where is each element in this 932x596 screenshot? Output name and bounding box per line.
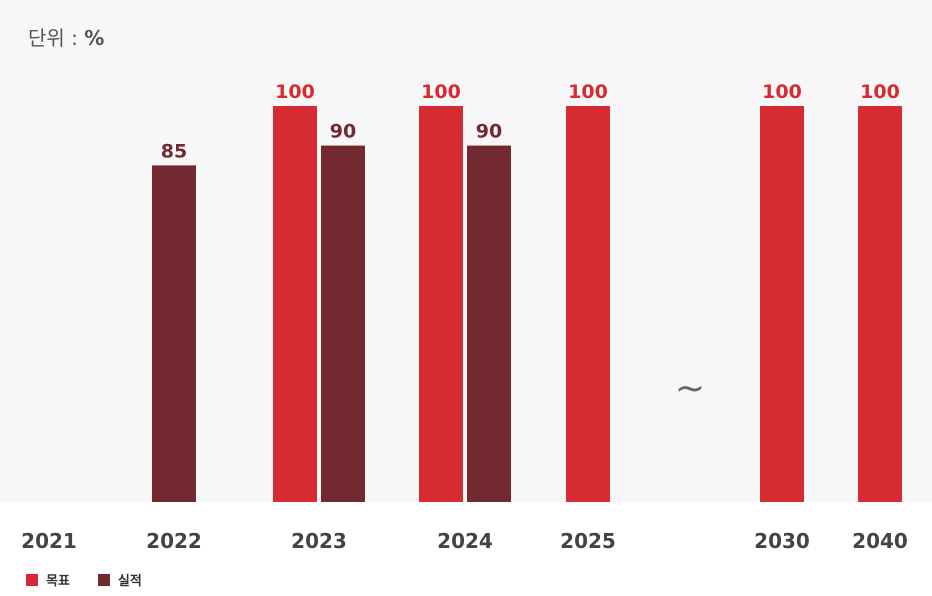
- bar-target-2025: [566, 106, 610, 502]
- unit-value: %: [84, 26, 105, 50]
- value-label-actual-2024: 90: [476, 121, 502, 143]
- value-labels-group: 85 100 90 100 90 100 100 100: [161, 81, 900, 162]
- legend-item-target: 목표: [26, 570, 70, 589]
- x-tick-label-2030: 2030: [754, 529, 810, 553]
- x-tick-label-2025: 2025: [560, 529, 616, 553]
- x-tick-label-2023: 2023: [291, 529, 347, 553]
- legend: 목표 실적: [26, 570, 142, 589]
- value-label-actual-2022: 85: [161, 140, 187, 162]
- bar-target-2040: [858, 106, 902, 502]
- value-label-target-2025: 100: [568, 81, 608, 103]
- x-tick-label-2040: 2040: [852, 529, 908, 553]
- unit-prefix: 단위 :: [28, 26, 78, 50]
- x-tick-label-2024: 2024: [437, 529, 493, 553]
- legend-label-actual: 실적: [117, 574, 142, 589]
- value-label-target-2024: 100: [421, 81, 461, 103]
- value-label-target-2023: 100: [275, 81, 315, 103]
- legend-swatch-actual: [97, 573, 110, 586]
- bar-target-2024: [419, 106, 463, 502]
- unit-label: 단위 : %: [28, 22, 104, 51]
- x-tick-labels-group: 2021 2022 2023 2024 2025 2030 2040: [21, 529, 908, 553]
- legend-label-target: 목표: [46, 574, 70, 589]
- legend-swatch-target: [26, 573, 38, 586]
- bars-group: [152, 106, 902, 502]
- value-label-target-2030: 100: [762, 81, 802, 103]
- bar-actual-2022: [152, 165, 196, 502]
- legend-item-actual: 실적: [97, 570, 142, 589]
- x-tick-label-2022: 2022: [146, 529, 202, 553]
- x-tick-label-2021: 2021: [21, 529, 77, 553]
- bar-target-2030: [760, 106, 804, 502]
- bar-target-2023: [273, 106, 317, 502]
- bar-actual-2023: [321, 145, 365, 502]
- value-label-target-2040: 100: [860, 81, 900, 103]
- axis-break-mark: ~: [675, 368, 705, 409]
- bar-actual-2024: [467, 145, 511, 502]
- value-label-actual-2023: 90: [330, 121, 356, 143]
